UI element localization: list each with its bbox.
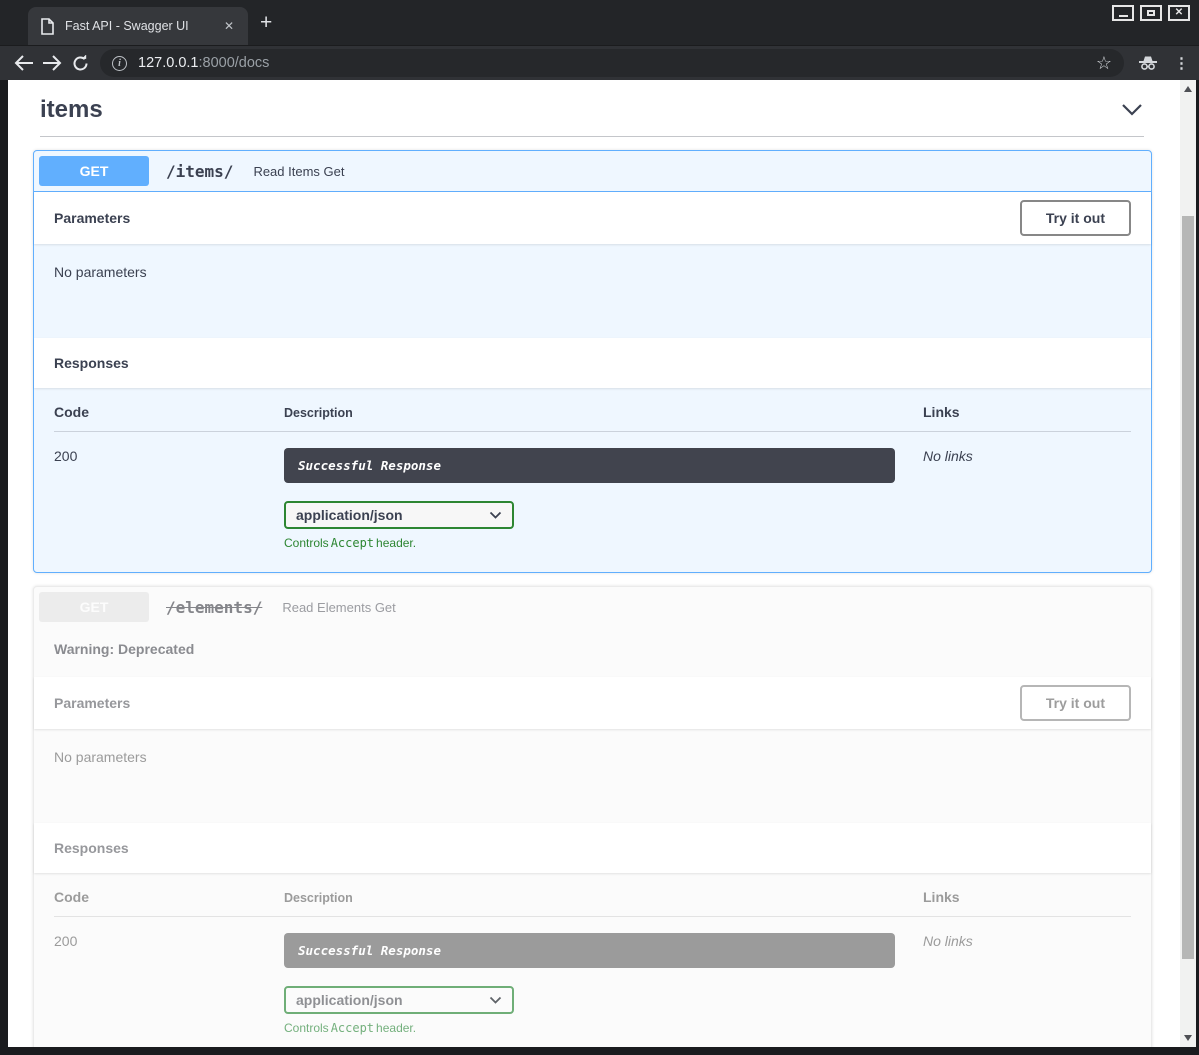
responses-table: Code Description Links 200 Successful Re… <box>34 388 1151 572</box>
tag-section-title: items <box>40 96 103 123</box>
operation-summary: Read Items Get <box>253 163 345 179</box>
bookmark-star-icon[interactable]: ☆ <box>1095 52 1112 73</box>
window-maximize-button[interactable] <box>1140 5 1162 21</box>
response-description-box: Successful Response <box>284 448 895 483</box>
response-row: 200 Successful Response application/json… <box>54 432 1131 550</box>
parameters-tab[interactable]: Parameters <box>54 210 131 226</box>
response-links-cell: No links <box>923 448 973 464</box>
opblock-summary[interactable]: GET /items/ Read Items Get <box>34 151 1151 192</box>
code-column-header: Code <box>54 889 89 905</box>
deprecated-warning: Warning: Deprecated <box>54 641 195 657</box>
try-it-out-button[interactable]: Try it out <box>1019 685 1131 721</box>
select-chevron-down-icon <box>489 511 502 519</box>
minimize-icon <box>1118 14 1128 17</box>
responses-table-head: Code Description Links <box>54 889 1131 917</box>
tab-close-icon[interactable]: ✕ <box>223 19 234 33</box>
links-column-header: Links <box>923 889 960 905</box>
close-icon: ✕ <box>1174 7 1184 18</box>
response-description-box: Successful Response <box>284 933 895 968</box>
scroll-up-arrow-icon[interactable] <box>1184 86 1192 92</box>
new-tab-button[interactable]: + <box>260 11 273 34</box>
responses-table: Code Description Links 200 Successful Re… <box>34 873 1151 1047</box>
section-collapse-chevron-icon[interactable] <box>1120 102 1144 118</box>
response-description-cell: Successful Response application/json Con… <box>284 448 895 550</box>
select-chevron-down-icon <box>489 996 502 1004</box>
responses-header: Responses <box>34 338 1151 388</box>
try-it-out-button[interactable]: Try it out <box>1019 200 1131 236</box>
url-text: 127.0.0.1:8000/docs <box>138 55 270 71</box>
window-close-button[interactable]: ✕ <box>1168 5 1190 21</box>
reload-icon <box>73 54 87 70</box>
browser-tab[interactable]: Fast API - Swagger UI ✕ <box>28 7 248 45</box>
operation-path: /items/ <box>166 161 234 181</box>
parameters-body: No parameters <box>34 244 1151 338</box>
back-arrow-icon <box>14 55 33 71</box>
back-button[interactable] <box>10 49 38 77</box>
forward-button[interactable] <box>38 49 66 77</box>
opblock-summary[interactable]: GET /elements/ Read Elements Get <box>34 587 1151 627</box>
response-links-cell: No links <box>923 933 973 949</box>
window-controls: ✕ <box>1112 5 1190 21</box>
media-type-value: application/json <box>296 507 403 523</box>
no-parameters-text: No parameters <box>54 749 147 765</box>
reload-button[interactable] <box>66 49 94 77</box>
response-status-code: 200 <box>54 448 78 464</box>
page-viewport: items GET /items/ Read Items Get Paramet… <box>8 80 1196 1047</box>
opblock-get-items: GET /items/ Read Items Get Parameters Tr… <box>33 150 1152 573</box>
parameters-tab[interactable]: Parameters <box>54 695 131 711</box>
parameters-body: No parameters <box>34 729 1151 823</box>
media-type-value: application/json <box>296 992 403 1008</box>
window-minimize-button[interactable] <box>1112 5 1134 21</box>
tab-title: Fast API - Swagger UI <box>65 19 189 33</box>
opblock-get-elements-deprecated: GET /elements/ Read Elements Get Warning… <box>33 586 1152 1047</box>
forward-arrow-icon <box>43 55 62 71</box>
responses-table-head: Code Description Links <box>54 404 1131 432</box>
browser-toolbar: i 127.0.0.1:8000/docs ☆ ⋮ <box>0 45 1199 80</box>
responses-title: Responses <box>54 840 129 856</box>
responses-header: Responses <box>34 823 1151 873</box>
response-row: 200 Successful Response application/json… <box>54 917 1131 1035</box>
incognito-icon <box>1138 55 1158 71</box>
swagger-content: items GET /items/ Read Items Get Paramet… <box>8 80 1180 1047</box>
accept-header-note: Controls Accept header. <box>284 1021 417 1035</box>
maximize-icon <box>1147 10 1155 16</box>
method-badge: GET <box>39 592 149 622</box>
no-parameters-text: No parameters <box>54 264 147 280</box>
browser-menu-icon[interactable]: ⋮ <box>1174 55 1189 72</box>
toolbar-right: ⋮ <box>1138 54 1189 72</box>
scroll-down-arrow-icon[interactable] <box>1184 1035 1192 1041</box>
scrollbar-thumb[interactable] <box>1182 216 1194 959</box>
response-description-cell: Successful Response application/json Con… <box>284 933 895 1035</box>
parameters-header: Parameters Try it out <box>34 192 1151 244</box>
operation-summary: Read Elements Get <box>282 599 396 615</box>
site-info-icon[interactable]: i <box>112 55 127 71</box>
description-column-header: Description <box>284 891 353 905</box>
tab-strip: Fast API - Swagger UI ✕ + ✕ <box>0 0 1199 45</box>
responses-title: Responses <box>54 355 129 371</box>
page-favicon-icon <box>40 17 55 35</box>
response-status-code: 200 <box>54 933 78 949</box>
media-type-select[interactable]: application/json <box>284 986 514 1014</box>
operation-path: /elements/ <box>166 597 263 617</box>
links-column-header: Links <box>923 404 960 420</box>
code-column-header: Code <box>54 404 89 420</box>
media-type-select[interactable]: application/json <box>284 501 514 529</box>
tag-section-header[interactable]: items <box>40 90 1144 137</box>
parameters-header: Parameters Try it out <box>34 677 1151 729</box>
page-scrollbar[interactable] <box>1180 80 1196 1047</box>
description-column-header: Description <box>284 406 353 420</box>
address-bar[interactable]: i 127.0.0.1:8000/docs ☆ <box>100 49 1124 77</box>
method-badge: GET <box>39 156 149 186</box>
accept-header-note: Controls Accept header. <box>284 536 417 550</box>
